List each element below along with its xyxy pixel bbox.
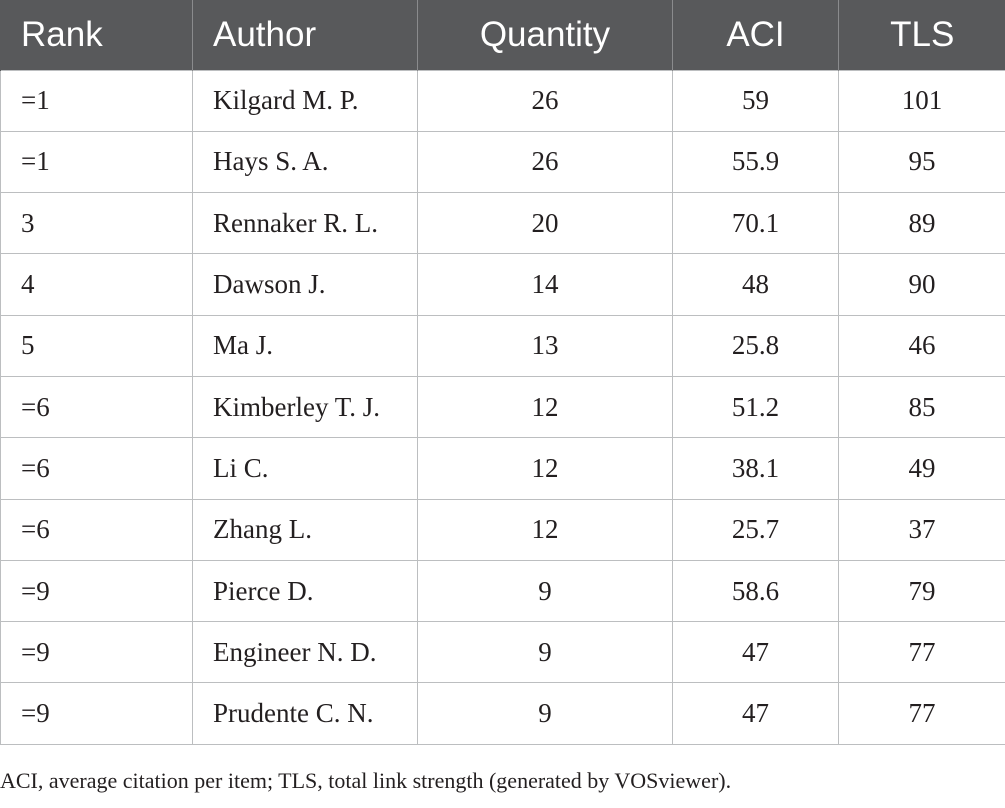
cell-aci: 58.6 (672, 559, 839, 623)
table-row: 4 Dawson J. 14 48 90 (0, 253, 1005, 316)
cell-author: Dawson J. (192, 253, 418, 316)
cell-rank: =1 (0, 69, 193, 132)
cell-aci: 48 (672, 253, 839, 316)
cell-aci: 25.8 (672, 314, 839, 377)
cell-quantity: 20 (417, 192, 673, 255)
cell-rank: =9 (0, 621, 193, 684)
cell-aci: 70.1 (672, 192, 839, 255)
table-row: 3 Rennaker R. L. 20 70.1 89 (0, 192, 1005, 255)
header-aci: ACI (672, 0, 839, 70)
cell-quantity: 12 (417, 437, 673, 500)
table-row: =6 Zhang L. 12 25.7 37 (0, 498, 1005, 561)
cell-tls: 89 (838, 192, 1005, 255)
cell-rank: 3 (0, 192, 193, 255)
cell-aci: 47 (672, 682, 839, 745)
cell-author: Hays S. A. (192, 130, 418, 194)
cell-rank: =6 (0, 437, 193, 500)
cell-tls: 85 (838, 375, 1005, 439)
cell-tls: 77 (838, 682, 1005, 745)
table-body: =1 Kilgard M. P. 26 59 101 =1 Hays S. A.… (0, 69, 1005, 745)
cell-author: Prudente C. N. (192, 682, 418, 745)
cell-tls: 49 (838, 437, 1005, 500)
table-header: Rank Author Quantity ACI TLS (0, 0, 1005, 70)
cell-tls: 77 (838, 621, 1005, 684)
cell-author: Rennaker R. L. (192, 192, 418, 255)
cell-aci: 51.2 (672, 375, 839, 439)
header-row: Rank Author Quantity ACI TLS (0, 0, 1005, 70)
cell-quantity: 12 (417, 498, 673, 561)
cell-tls: 90 (838, 253, 1005, 316)
cell-rank: =9 (0, 682, 193, 745)
cell-quantity: 13 (417, 314, 673, 377)
cell-aci: 47 (672, 621, 839, 684)
table-row: =6 Li C. 12 38.1 49 (0, 437, 1005, 500)
cell-quantity: 26 (417, 69, 673, 132)
author-table: Rank Author Quantity ACI TLS =1 Kilgard … (0, 0, 1005, 745)
cell-rank: =6 (0, 498, 193, 561)
table-row: =9 Prudente C. N. 9 47 77 (0, 682, 1005, 745)
cell-author: Pierce D. (192, 559, 418, 623)
cell-author: Kimberley T. J. (192, 375, 418, 439)
header-quantity: Quantity (417, 0, 673, 70)
cell-author: Zhang L. (192, 498, 418, 561)
header-tls: TLS (838, 0, 1005, 70)
cell-tls: 95 (838, 130, 1005, 194)
cell-aci: 59 (672, 69, 839, 132)
cell-quantity: 12 (417, 375, 673, 439)
cell-aci: 38.1 (672, 437, 839, 500)
header-author: Author (192, 0, 418, 70)
cell-tls: 79 (838, 559, 1005, 623)
cell-rank: =1 (0, 130, 193, 194)
cell-rank: 4 (0, 253, 193, 316)
cell-author: Ma J. (192, 314, 418, 377)
table-row: =1 Hays S. A. 26 55.9 95 (0, 130, 1005, 194)
table-row: 5 Ma J. 13 25.8 46 (0, 314, 1005, 377)
cell-quantity: 9 (417, 682, 673, 745)
cell-rank: =6 (0, 375, 193, 439)
header-rank: Rank (0, 0, 193, 70)
cell-tls: 37 (838, 498, 1005, 561)
cell-author: Engineer N. D. (192, 621, 418, 684)
cell-rank: =9 (0, 559, 193, 623)
cell-quantity: 9 (417, 559, 673, 623)
cell-tls: 101 (838, 69, 1005, 132)
cell-aci: 55.9 (672, 130, 839, 194)
cell-author: Li C. (192, 437, 418, 500)
cell-tls: 46 (838, 314, 1005, 377)
cell-quantity: 26 (417, 130, 673, 194)
cell-rank: 5 (0, 314, 193, 377)
cell-quantity: 14 (417, 253, 673, 316)
cell-quantity: 9 (417, 621, 673, 684)
table-footnote: ACI, average citation per item; TLS, tot… (0, 768, 732, 793)
table-row: =9 Engineer N. D. 9 47 77 (0, 621, 1005, 684)
table-row: =6 Kimberley T. J. 12 51.2 85 (0, 375, 1005, 439)
cell-aci: 25.7 (672, 498, 839, 561)
table-row: =9 Pierce D. 9 58.6 79 (0, 559, 1005, 623)
cell-author: Kilgard M. P. (192, 69, 418, 132)
author-table-container: Rank Author Quantity ACI TLS =1 Kilgard … (0, 0, 1005, 745)
table-row: =1 Kilgard M. P. 26 59 101 (0, 69, 1005, 132)
